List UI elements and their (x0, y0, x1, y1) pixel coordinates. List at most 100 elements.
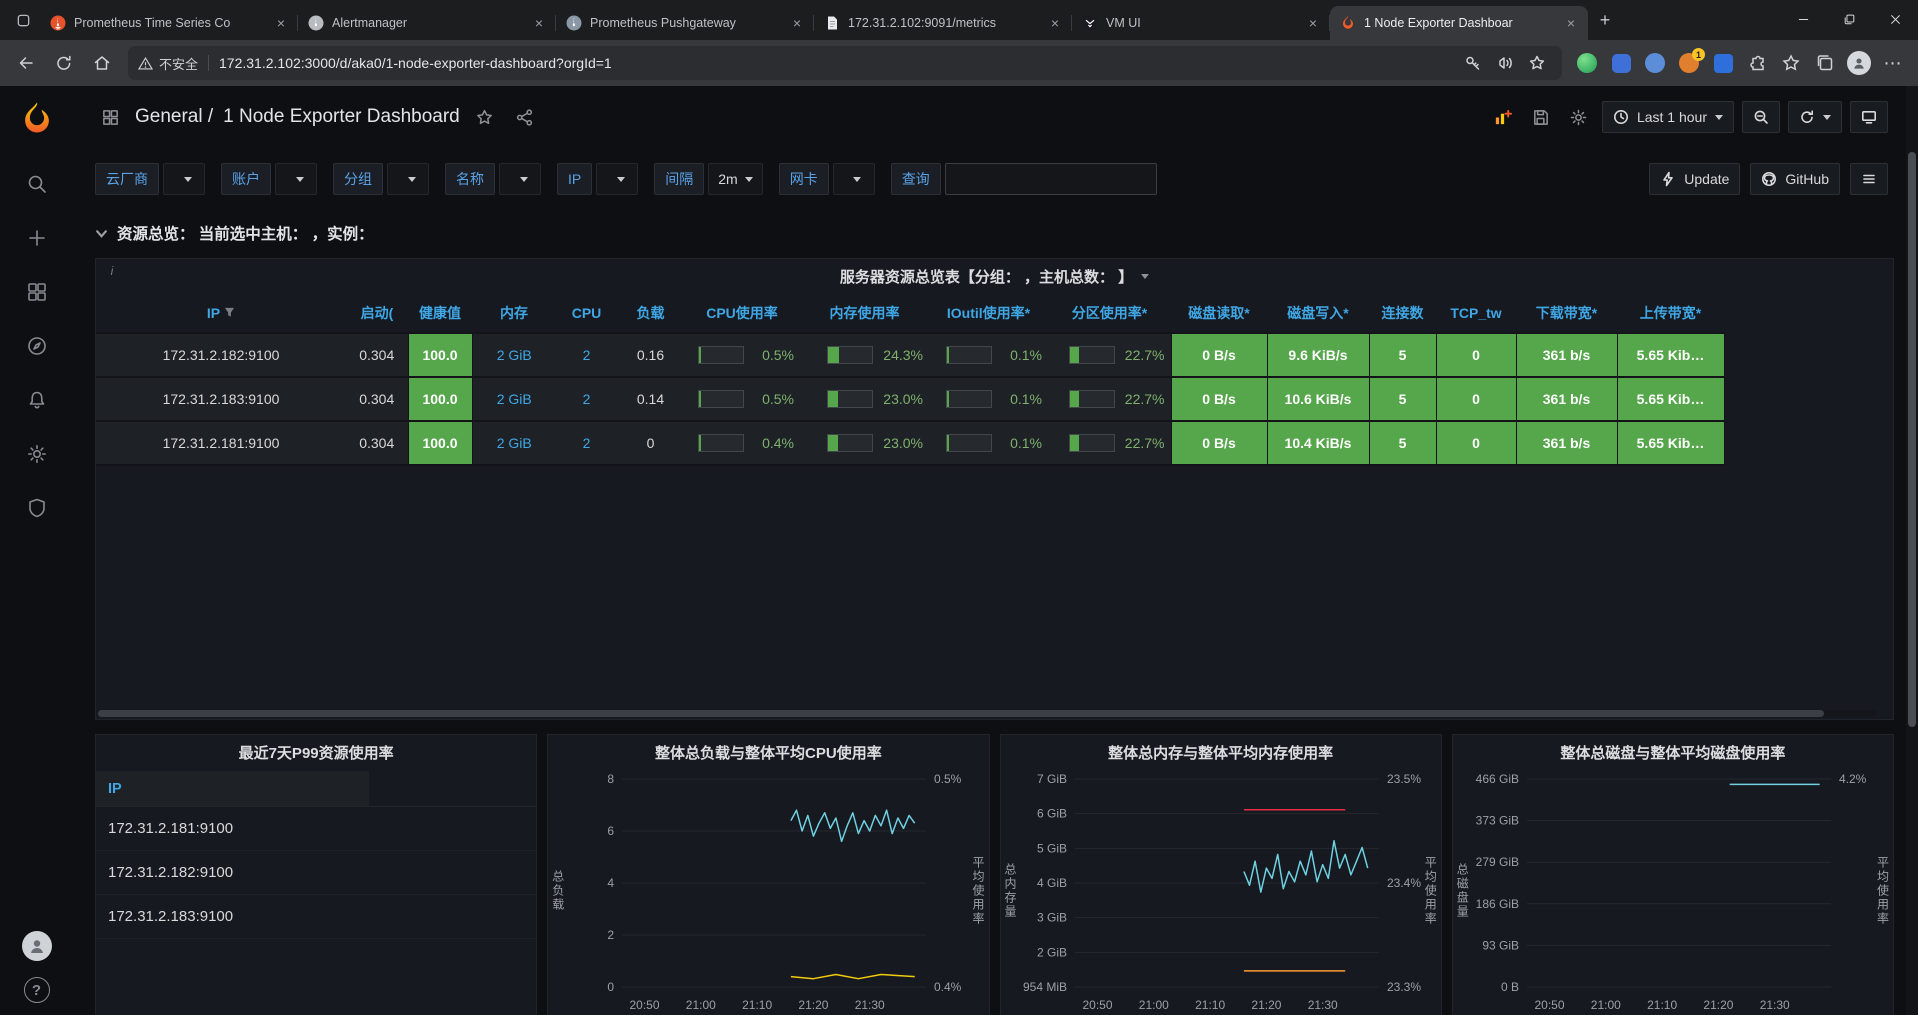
update-button[interactable]: Update (1649, 163, 1741, 195)
server-admin-shield-icon[interactable] (17, 488, 57, 528)
page-scrollbar[interactable] (1906, 86, 1918, 1015)
variable-label[interactable]: IP (557, 163, 593, 195)
column-header-cpu_usage[interactable]: CPU使用率 (684, 293, 800, 334)
panel-title[interactable]: 整体总负载与整体平均CPU使用率 (548, 735, 988, 769)
explore-compass-icon[interactable] (17, 326, 57, 366)
browser-tab[interactable]: 1 Node Exporter Dashboar × (1330, 6, 1588, 40)
column-header-cpu[interactable]: CPU (556, 293, 617, 334)
address-bar[interactable]: 不安全 172.31.2.102:3000/d/aka0/1-node-expo… (128, 46, 1562, 80)
browser-tab[interactable]: Alertmanager × (298, 6, 556, 40)
column-header-connections[interactable]: 连接数 (1369, 293, 1436, 334)
tab-close-icon[interactable]: × (792, 15, 802, 31)
maximize-button[interactable] (1826, 0, 1872, 38)
browser-tab[interactable]: 172.31.2.102:9091/metrics × (814, 6, 1072, 40)
dashboard-settings-icon[interactable] (1564, 102, 1594, 132)
dashboard-row-header[interactable]: 资源总览： 当前选中主机： ，实例： (73, 210, 1918, 256)
read-aloud-icon[interactable] (1490, 49, 1520, 77)
column-header-memory[interactable]: 内存 (472, 293, 556, 334)
column-header-uptime[interactable]: 启动( (346, 293, 408, 334)
extension-icon-1[interactable] (1604, 46, 1638, 80)
tab-close-icon[interactable]: × (1566, 15, 1576, 31)
column-header-download[interactable]: 下载带宽* (1516, 293, 1617, 334)
browser-essentials-icon[interactable] (1570, 46, 1604, 80)
panel-title[interactable]: 服务器资源总览表【分组： ，主机总数： 】 (96, 259, 1893, 293)
column-header-load[interactable]: 负载 (617, 293, 684, 334)
grafana-logo[interactable] (18, 100, 56, 138)
extension-notification-icon[interactable]: 1 (1672, 46, 1706, 80)
configuration-gear-icon[interactable] (17, 434, 57, 474)
column-header-partition[interactable]: 分区使用率* (1048, 293, 1171, 334)
favorite-star-icon[interactable] (470, 102, 500, 132)
new-tab-button[interactable]: + (1588, 3, 1622, 37)
variable-value-dropdown[interactable] (832, 163, 875, 195)
menu-hamburger-icon[interactable] (1850, 163, 1888, 195)
favorites-icon[interactable] (1774, 46, 1808, 80)
column-header-disk_read[interactable]: 磁盘读取* (1171, 293, 1267, 334)
variable-label[interactable]: 名称 (445, 163, 495, 195)
breadcrumb[interactable]: General / (135, 106, 214, 127)
workspaces-icon[interactable] (6, 3, 40, 37)
tab-close-icon[interactable]: × (276, 15, 286, 31)
variable-value-dropdown[interactable] (499, 163, 541, 195)
help-icon[interactable]: ? (23, 977, 50, 1003)
collections-icon[interactable] (1808, 46, 1842, 80)
variable-value-dropdown[interactable] (275, 163, 317, 195)
column-header-ioutil[interactable]: IOutil使用率* (929, 293, 1048, 334)
variable-value-dropdown[interactable] (163, 163, 205, 195)
password-key-icon[interactable] (1458, 49, 1488, 77)
column-header-mem_usage[interactable]: 内存使用率 (800, 293, 929, 334)
add-panel-icon[interactable] (1488, 102, 1518, 132)
filter-icon[interactable] (224, 305, 235, 321)
time-range-picker[interactable]: Last 1 hour (1601, 101, 1734, 133)
browser-tab[interactable]: VM UI × (1072, 6, 1330, 40)
browser-profile-avatar[interactable] (1842, 46, 1876, 80)
browser-tab[interactable]: Prometheus Time Series Co × (40, 6, 298, 40)
site-security-button[interactable]: 不安全 (138, 54, 198, 73)
panel-info-icon[interactable]: i (110, 264, 114, 278)
refresh-dashboard-button[interactable] (1788, 101, 1842, 133)
save-dashboard-icon[interactable] (1526, 102, 1556, 132)
refresh-button[interactable] (46, 46, 82, 80)
column-header-health[interactable]: 健康值 (408, 293, 472, 334)
tab-close-icon[interactable]: × (1050, 15, 1060, 31)
panel-title[interactable]: 整体总磁盘与整体平均磁盘使用率 (1453, 735, 1893, 769)
browser-tab[interactable]: Prometheus Pushgateway × (556, 6, 814, 40)
tab-close-icon[interactable]: × (534, 15, 544, 31)
column-header-tcp_tw[interactable]: TCP_tw (1436, 293, 1516, 334)
back-button[interactable] (8, 46, 44, 80)
dashboards-grid-icon[interactable] (95, 102, 125, 132)
variable-value-dropdown[interactable] (596, 163, 639, 195)
variable-label[interactable]: 查询 (890, 163, 941, 195)
variable-value-dropdown[interactable]: 2m (708, 163, 763, 195)
variable-label[interactable]: 网卡 (778, 163, 829, 195)
extension-icon-2[interactable] (1638, 46, 1672, 80)
tab-close-icon[interactable]: × (1308, 15, 1318, 31)
variable-query-input[interactable] (944, 163, 1157, 195)
extension-icon-3[interactable] (1706, 46, 1740, 80)
search-icon[interactable] (17, 164, 57, 204)
share-icon[interactable] (510, 102, 540, 132)
github-button[interactable]: GitHub (1750, 163, 1840, 195)
variable-label[interactable]: 间隔 (654, 163, 705, 195)
column-header-upload[interactable]: 上传带宽* (1617, 293, 1724, 334)
alerting-bell-icon[interactable] (17, 380, 57, 420)
user-avatar[interactable] (21, 931, 52, 961)
column-header-ip[interactable]: IP (96, 293, 346, 334)
dashboards-icon[interactable] (17, 272, 57, 312)
variable-value-dropdown[interactable] (387, 163, 429, 195)
variable-label[interactable]: 分组 (333, 163, 383, 195)
variable-label[interactable]: 账户 (221, 163, 271, 195)
close-icon[interactable] (1872, 0, 1918, 38)
panel-title[interactable]: 最近7天P99资源使用率 (96, 735, 536, 769)
column-header-disk_write[interactable]: 磁盘写入* (1267, 293, 1369, 334)
horizontal-scrollbar[interactable] (98, 710, 1877, 717)
extensions-puzzle-icon[interactable] (1740, 46, 1774, 80)
home-button[interactable] (84, 46, 120, 80)
kiosk-mode-button[interactable] (1850, 101, 1888, 133)
scrollbar-thumb[interactable] (1908, 152, 1916, 727)
variable-label[interactable]: 云厂商 (95, 163, 159, 195)
p99-column-header[interactable]: IP (96, 771, 369, 806)
create-plus-icon[interactable] (17, 218, 57, 258)
zoom-out-button[interactable] (1742, 101, 1780, 133)
minimize-button[interactable] (1780, 0, 1826, 38)
